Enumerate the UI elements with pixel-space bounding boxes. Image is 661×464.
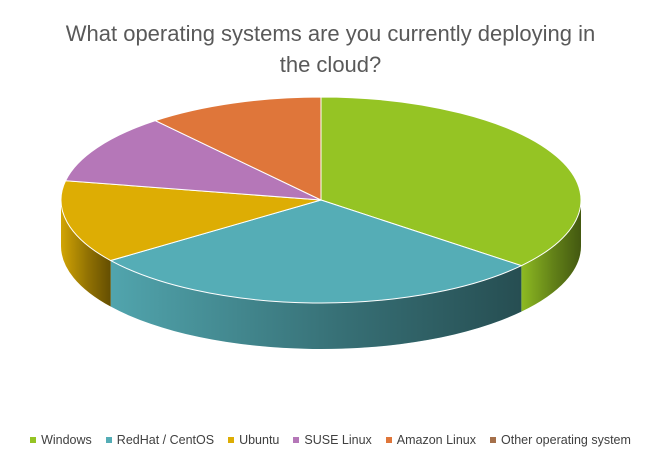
chart-title: What operating systems are you currently… bbox=[65, 21, 596, 77]
chart-legend: Windows RedHat / CentOS Ubuntu SUSE Linux Am… bbox=[0, 433, 661, 447]
pie-slice-amazon-linux bbox=[153, 96, 322, 201]
legend-label: Windows bbox=[41, 433, 92, 447]
slice-side-ubuntu bbox=[61, 200, 111, 307]
pie-slice-windows bbox=[320, 96, 582, 267]
pie-top-layer bbox=[60, 96, 582, 304]
legend-item-amazon-linux: Amazon Linux bbox=[385, 433, 476, 447]
legend-item-ubuntu: Ubuntu bbox=[228, 433, 279, 447]
pie-slice-ubuntu bbox=[60, 180, 322, 262]
legend-label: SUSE Linux bbox=[304, 433, 372, 447]
pie-slice-suse-linux bbox=[64, 120, 322, 201]
pie-slice-redhat-centos bbox=[109, 199, 523, 304]
legend-label: RedHat / CentOS bbox=[116, 433, 215, 447]
legend-item-redhat-centos: RedHat / CentOS bbox=[105, 433, 215, 447]
legend-item-other-operating-system: Other operating system bbox=[490, 433, 631, 447]
legend-item-suse-linux: SUSE Linux bbox=[293, 433, 372, 447]
legend-label: Other operating system bbox=[501, 433, 631, 447]
legend-swatch bbox=[30, 437, 37, 443]
slice-side-redhat-centos bbox=[110, 260, 522, 349]
legend-swatch bbox=[228, 437, 235, 443]
pie-side-layer bbox=[61, 200, 581, 349]
legend-swatch bbox=[490, 437, 496, 443]
legend-label: Ubuntu bbox=[239, 433, 280, 447]
legend-label: Amazon Linux bbox=[396, 433, 476, 447]
legend-swatch bbox=[385, 437, 392, 443]
slice-side-windows bbox=[521, 200, 581, 312]
legend-item-windows: Windows bbox=[30, 433, 92, 447]
legend-swatch bbox=[105, 437, 112, 443]
legend-swatch bbox=[293, 437, 300, 443]
